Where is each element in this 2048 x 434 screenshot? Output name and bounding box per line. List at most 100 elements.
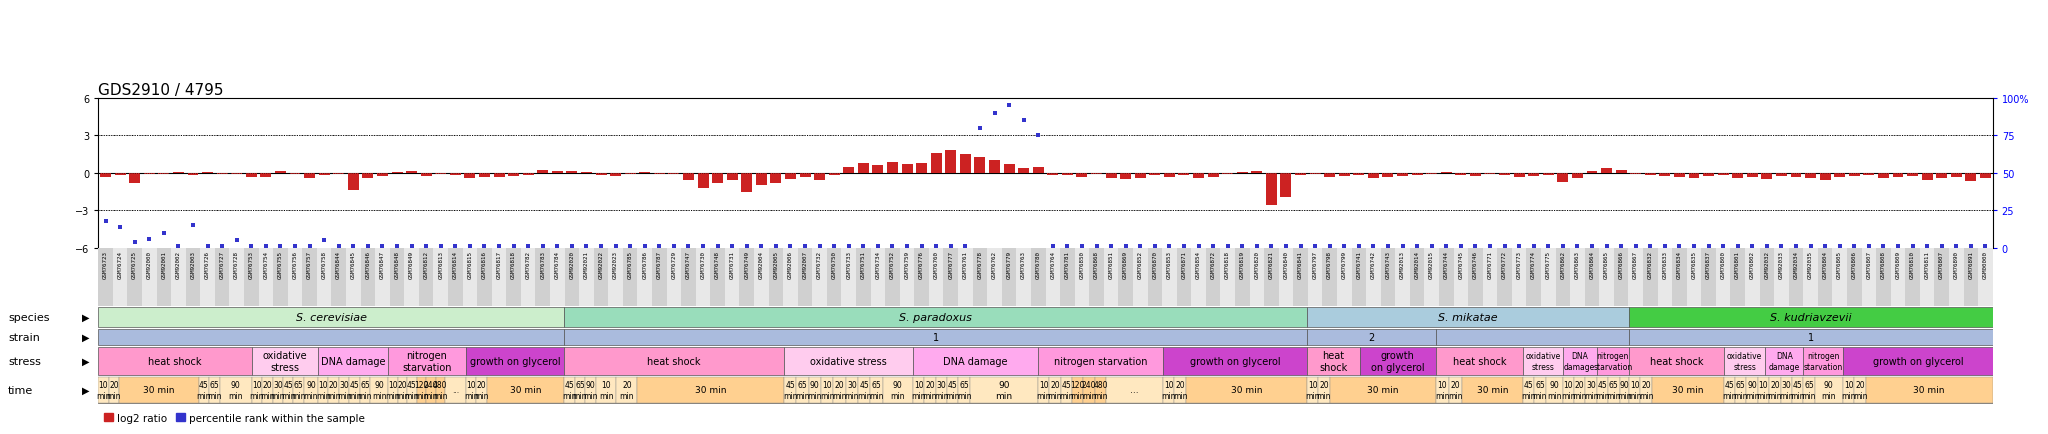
Bar — [186, 248, 201, 306]
Text: GSM76816: GSM76816 — [481, 250, 487, 278]
FancyBboxPatch shape — [1174, 377, 1186, 403]
Point — [1444, 243, 1477, 250]
Bar — [1876, 248, 1890, 306]
Bar — [1470, 174, 1481, 177]
Text: DNA damage: DNA damage — [944, 356, 1008, 366]
Text: 20
min: 20 min — [621, 380, 635, 400]
Point — [104, 224, 137, 231]
Text: GSM76814: GSM76814 — [453, 250, 459, 278]
FancyBboxPatch shape — [436, 377, 444, 403]
FancyBboxPatch shape — [1186, 377, 1307, 403]
Text: 30 min: 30 min — [1366, 385, 1399, 395]
Text: GSM76726: GSM76726 — [205, 250, 211, 278]
Bar — [1294, 174, 1307, 175]
Text: GSM76891: GSM76891 — [1968, 250, 1974, 278]
Bar — [1178, 174, 1190, 175]
Text: GSM76753: GSM76753 — [248, 250, 254, 278]
FancyBboxPatch shape — [477, 377, 487, 403]
Point — [1737, 243, 1769, 250]
Bar — [784, 174, 797, 180]
Bar — [522, 174, 535, 175]
Point — [1780, 243, 1812, 250]
Text: S. paradoxus: S. paradoxus — [899, 312, 973, 322]
FancyBboxPatch shape — [1546, 377, 1563, 403]
Bar — [1628, 248, 1642, 306]
Text: GSM76779: GSM76779 — [1006, 250, 1012, 278]
Bar — [113, 248, 127, 306]
Text: GSM92001: GSM92001 — [162, 250, 166, 278]
Bar — [463, 248, 477, 306]
FancyBboxPatch shape — [596, 377, 616, 403]
Text: GSM76851: GSM76851 — [1108, 250, 1114, 278]
FancyBboxPatch shape — [426, 377, 436, 403]
Text: GSM92000: GSM92000 — [147, 250, 152, 278]
Point — [1489, 243, 1522, 250]
Bar — [842, 248, 856, 306]
FancyBboxPatch shape — [958, 377, 971, 403]
Bar — [1032, 167, 1044, 174]
FancyBboxPatch shape — [1802, 377, 1815, 403]
Bar — [1325, 174, 1335, 178]
Point — [1968, 243, 2001, 250]
Bar — [1573, 174, 1583, 179]
Bar — [348, 174, 358, 191]
Text: 30
min: 30 min — [1583, 380, 1597, 400]
Bar — [1063, 174, 1073, 176]
FancyBboxPatch shape — [834, 377, 846, 403]
Bar — [1704, 174, 1714, 177]
Bar — [1004, 164, 1014, 174]
Text: GSM76723: GSM76723 — [102, 250, 109, 278]
Text: heat shock: heat shock — [647, 356, 700, 366]
Bar — [1018, 168, 1028, 174]
Bar — [1978, 248, 1993, 306]
FancyBboxPatch shape — [1106, 377, 1163, 403]
Bar — [1907, 174, 1919, 177]
FancyBboxPatch shape — [1628, 307, 1993, 327]
Bar — [815, 174, 825, 181]
Point — [1210, 243, 1243, 250]
FancyBboxPatch shape — [1096, 377, 1106, 403]
Text: 10
min: 10 min — [96, 380, 111, 400]
FancyBboxPatch shape — [1307, 347, 1360, 375]
Bar — [305, 174, 315, 179]
Point — [629, 243, 662, 250]
Text: DNA
damage: DNA damage — [1565, 351, 1595, 371]
Text: 65
min: 65 min — [358, 380, 373, 400]
Text: S. kudriavzevii: S. kudriavzevii — [1769, 312, 1851, 322]
Text: strain: strain — [8, 332, 41, 342]
Bar — [375, 248, 389, 306]
Bar — [1526, 248, 1540, 306]
Bar — [827, 248, 842, 306]
Bar — [1821, 174, 1831, 180]
Text: 45
min: 45 min — [1595, 380, 1610, 400]
Bar — [989, 161, 999, 174]
Text: GSM76776: GSM76776 — [920, 250, 924, 278]
Bar — [1966, 174, 1976, 181]
Text: 20
min: 20 min — [1448, 380, 1462, 400]
Text: GSM76844: GSM76844 — [336, 250, 342, 278]
Point — [381, 243, 414, 250]
FancyBboxPatch shape — [1163, 377, 1174, 403]
Point — [338, 243, 371, 250]
Bar — [727, 174, 737, 181]
Text: nitrogen
starvation: nitrogen starvation — [1804, 351, 1843, 371]
FancyBboxPatch shape — [971, 377, 1038, 403]
Text: 65
min: 65 min — [573, 380, 588, 400]
Point — [731, 243, 764, 250]
Text: 10
min: 10 min — [250, 380, 264, 400]
Point — [1882, 243, 1915, 250]
Point — [1227, 243, 1260, 250]
Point — [1313, 243, 1346, 250]
Bar — [1513, 174, 1524, 178]
Bar — [1395, 248, 1409, 306]
Bar — [958, 248, 973, 306]
Text: nitrogen
starvation: nitrogen starvation — [401, 350, 453, 372]
Text: GSM76775: GSM76775 — [1546, 250, 1550, 278]
Text: 65
min: 65 min — [1532, 380, 1546, 400]
Text: GSM92015: GSM92015 — [1430, 250, 1434, 278]
FancyBboxPatch shape — [444, 377, 465, 403]
Bar — [1585, 248, 1599, 306]
FancyBboxPatch shape — [338, 377, 350, 403]
Bar — [1864, 174, 1874, 175]
Bar — [1528, 174, 1540, 177]
